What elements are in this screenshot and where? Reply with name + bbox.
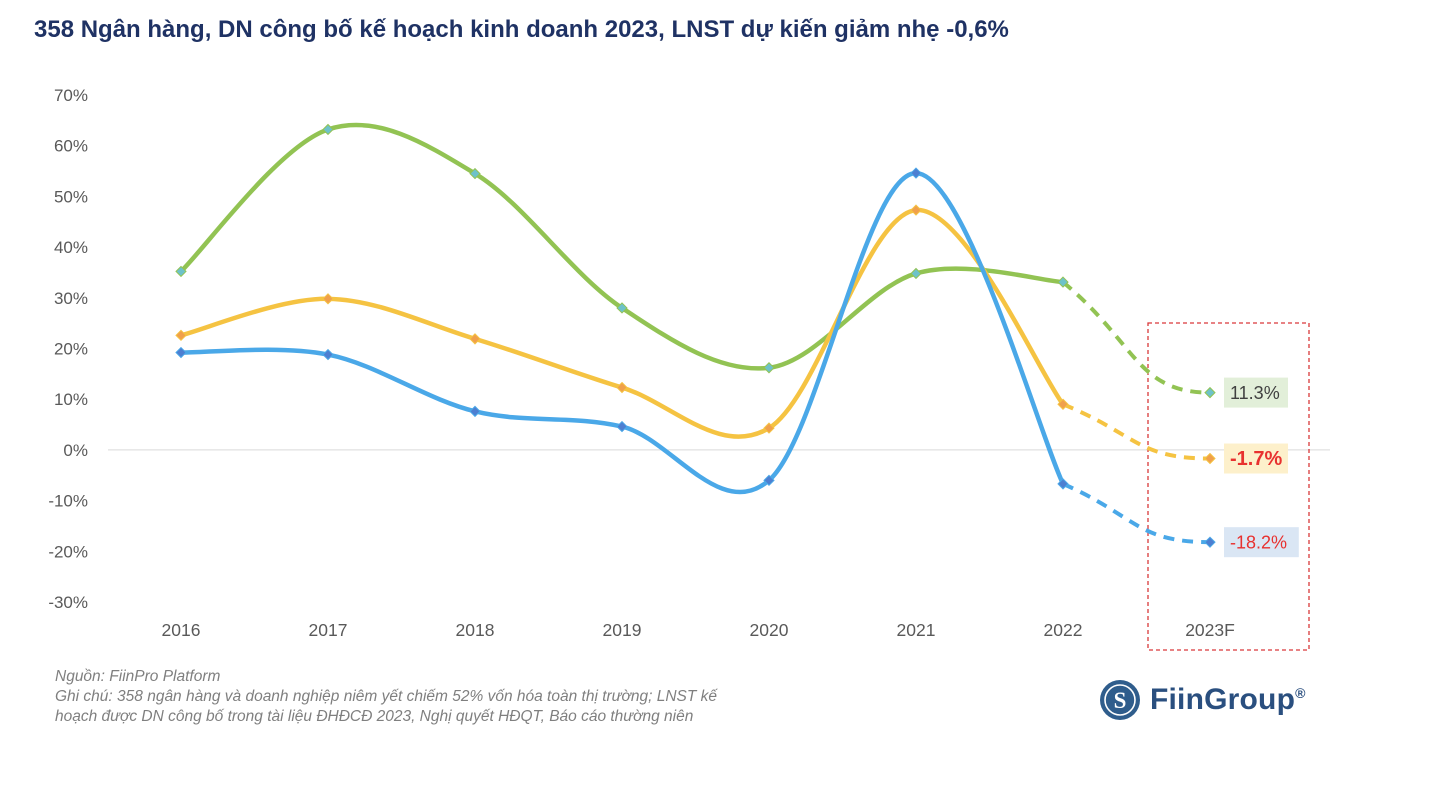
x-axis-ticks: 2016 2017 2018 2019 2020 2021 2022 2023F xyxy=(162,620,1235,640)
data-point-orange xyxy=(616,381,628,394)
data-point-orange xyxy=(763,422,775,434)
data-point-blue xyxy=(469,405,481,418)
y-tick-label: 50% xyxy=(54,187,88,206)
data-point-orange xyxy=(322,293,334,305)
forecast-highlight-box xyxy=(1147,322,1310,651)
data-point-green xyxy=(616,302,628,314)
series-line-green xyxy=(178,122,1066,371)
data-point-green xyxy=(322,123,334,136)
chart-title: 358 Ngân hàng, DN công bố kế hoạch kinh … xyxy=(34,16,1009,43)
notes: Nguồn: FiinPro Platform Ghi chú: 358 ngâ… xyxy=(55,667,935,727)
brand-registered-mark: ® xyxy=(1295,685,1306,701)
data-point-orange xyxy=(1204,452,1216,465)
end-label-green: 11.3% xyxy=(1230,383,1280,403)
x-tick-label: 2016 xyxy=(162,620,201,640)
data-point-orange xyxy=(175,329,187,342)
end-label-bg-green xyxy=(1224,377,1288,408)
y-tick-label: 40% xyxy=(54,238,88,257)
series-layer xyxy=(175,122,1216,548)
y-tick-label: -10% xyxy=(48,492,88,511)
series-forecast-orange xyxy=(1062,402,1211,461)
data-point-blue xyxy=(1204,536,1216,548)
data-point-green xyxy=(763,362,775,374)
data-point-blue xyxy=(322,348,334,361)
logo-letter: S xyxy=(1114,688,1127,713)
y-tick-label: -20% xyxy=(48,542,88,561)
source-note: Nguồn: FiinPro Platform xyxy=(55,668,221,685)
y-axis-ticks: -30% -20% -10% 0% 10% 20% 30% 40% 50% 60% 70% xyxy=(48,86,88,612)
end-labels: 11.3% -1.7% -18.2% xyxy=(1224,377,1299,558)
fiingroup-logo-icon: S xyxy=(1100,680,1140,720)
data-point-green xyxy=(910,267,922,280)
data-point-blue xyxy=(175,346,187,359)
data-point-green xyxy=(175,265,187,278)
series-line-blue xyxy=(178,170,1066,495)
footnote-line-2: hoạch được DN công bố trong tài liệu ĐHĐ… xyxy=(55,708,694,725)
data-point-orange xyxy=(469,333,481,345)
x-tick-label: 2017 xyxy=(309,620,348,640)
y-tick-label: 20% xyxy=(54,340,88,359)
end-label-blue: -18.2% xyxy=(1230,533,1287,553)
y-tick-label: 60% xyxy=(54,137,88,156)
series-forecast-green xyxy=(1061,280,1211,395)
data-point-orange xyxy=(910,204,922,216)
footnote-line-1: Ghi chú: 358 ngân hàng và doanh nghiệp n… xyxy=(55,688,718,705)
end-label-orange: -1.7% xyxy=(1230,448,1282,470)
data-point-green xyxy=(1057,276,1069,288)
y-tick-label: 30% xyxy=(54,289,88,308)
series-forecast-blue xyxy=(1062,482,1211,545)
x-tick-label: 2018 xyxy=(456,620,495,640)
data-point-orange xyxy=(1057,398,1069,410)
data-point-blue xyxy=(616,420,628,433)
data-point-blue xyxy=(763,474,775,487)
x-tick-label: 2021 xyxy=(897,620,936,640)
series-line-orange xyxy=(178,207,1066,439)
x-tick-label: 2019 xyxy=(603,620,642,640)
data-point-blue xyxy=(1057,478,1069,490)
end-label-bg-blue xyxy=(1224,527,1299,558)
data-point-blue xyxy=(910,167,922,179)
data-point-green xyxy=(1204,386,1216,399)
end-label-bg-orange xyxy=(1224,443,1288,474)
y-tick-label: 10% xyxy=(54,390,88,409)
data-point-green xyxy=(469,167,481,180)
x-tick-label: 2022 xyxy=(1044,620,1083,640)
brand-name: FiinGroup® xyxy=(1150,683,1306,717)
x-tick-label: 2020 xyxy=(750,620,789,640)
y-tick-label: 70% xyxy=(54,86,88,105)
y-tick-label: 0% xyxy=(63,441,88,460)
brand-logo: S FiinGroup® xyxy=(1098,676,1306,724)
x-tick-label: 2023F xyxy=(1185,620,1235,640)
brand-name-text: FiinGroup xyxy=(1150,683,1296,716)
y-tick-label: -30% xyxy=(48,593,88,612)
